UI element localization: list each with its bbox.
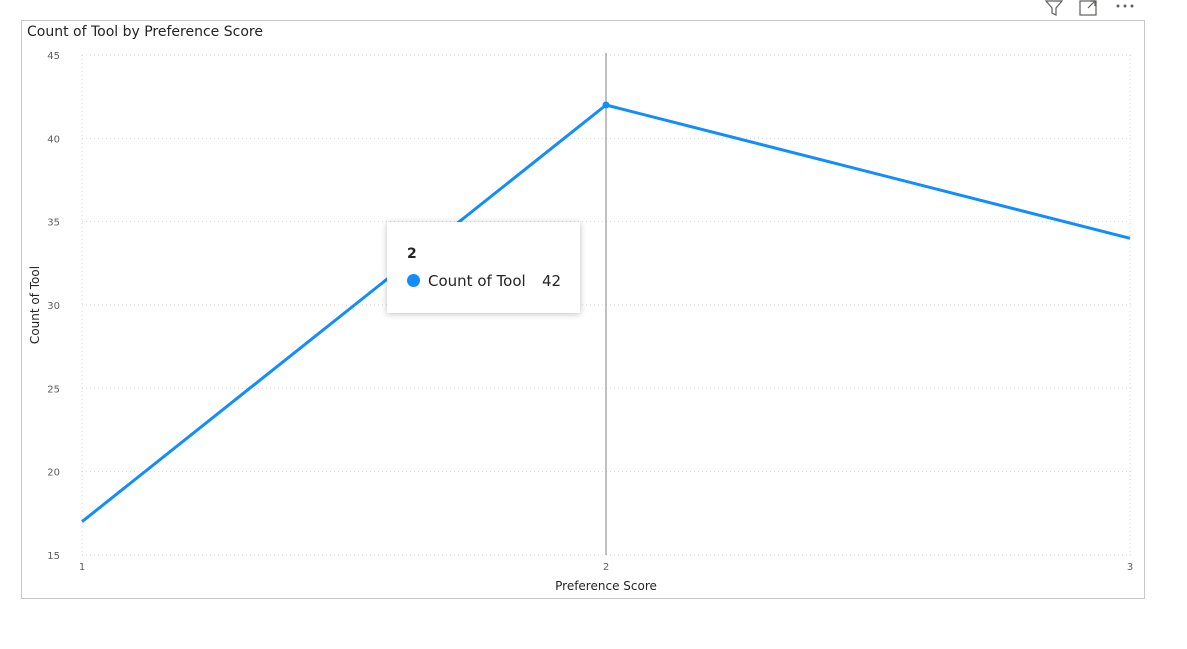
y-tick-label: 15 [47,551,60,562]
x-tick-label: 2 [603,562,609,573]
tooltip-header: 2 [407,246,417,262]
x-axis-ticks: 1 2 3 [79,562,1133,573]
y-tick-label: 20 [47,468,60,479]
data-point[interactable] [603,102,610,109]
y-tick-label: 30 [47,301,60,312]
chart-title: Count of Tool by Preference Score [27,24,263,40]
x-tick-label: 3 [1127,562,1133,573]
y-tick-label: 45 [47,51,60,62]
x-tick-label: 1 [79,562,85,573]
x-axis-title: Preference Score [555,579,657,593]
y-axis-title: Count of Tool [28,266,42,344]
tooltip-series-label: Count of Tool [428,272,526,290]
y-axis-ticks: 15 20 25 30 35 40 45 [47,51,60,562]
tooltip-series-value: 42 [542,272,561,290]
tooltip: 2 Count of Tool 42 [387,222,580,313]
y-tick-label: 40 [47,134,60,145]
tooltip-series-dot [407,274,420,287]
y-tick-label: 35 [47,218,60,229]
gridlines [82,55,1134,555]
y-tick-label: 25 [47,384,60,395]
